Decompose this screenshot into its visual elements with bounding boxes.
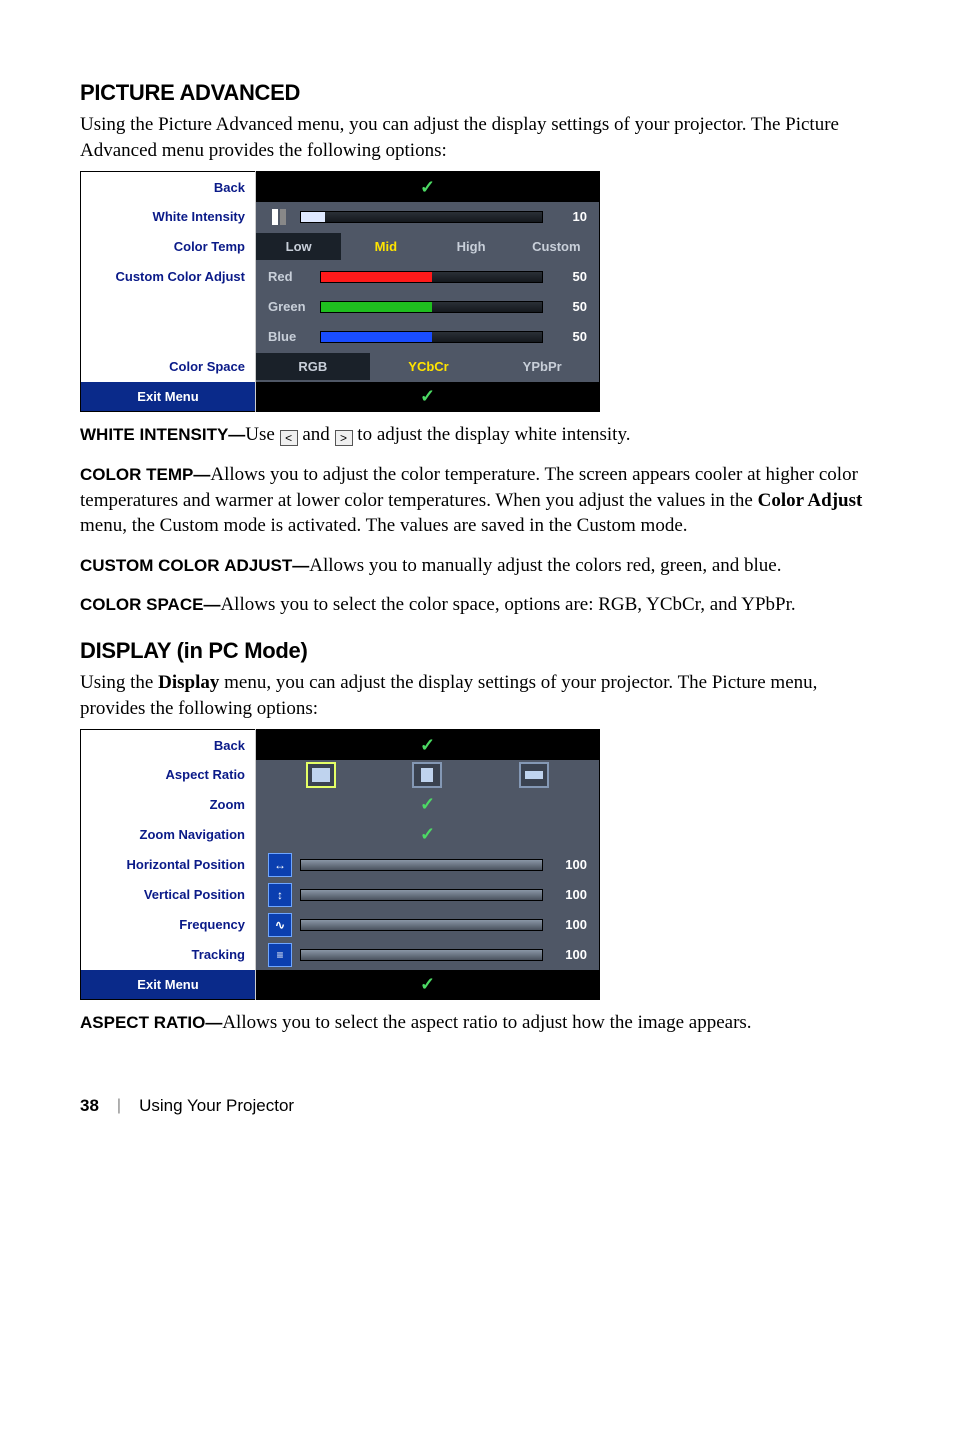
osd-label-back: Back xyxy=(81,730,256,760)
section-title: PICTURE ADVANCED xyxy=(80,80,874,106)
page-footer: 38 | Using Your Projector xyxy=(80,1096,874,1116)
slider-value: 100 xyxy=(551,917,587,932)
slider-icon xyxy=(268,205,292,229)
section-intro: Using the Display menu, you can adjust t… xyxy=(80,670,874,721)
osd-row-cca-green[interactable]: Green 50 xyxy=(81,292,600,322)
osd-row-color-temp[interactable]: Color Temp Low Mid High Custom xyxy=(81,232,600,262)
slider-value: 50 xyxy=(551,299,587,314)
vpos-icon: ↕ xyxy=(268,883,292,907)
osd-label: Color Temp xyxy=(81,232,256,262)
slider-track[interactable] xyxy=(300,919,543,931)
check-icon: ✓ xyxy=(420,794,435,814)
option-low[interactable]: Low xyxy=(256,233,341,260)
aspect-option-2-icon[interactable] xyxy=(412,762,442,788)
para-white-intensity: WHITE INTENSITY—Use < and > to adjust th… xyxy=(80,422,874,448)
slider-track[interactable] xyxy=(320,331,543,343)
slider-value: 10 xyxy=(551,209,587,224)
osd-label: Color Space xyxy=(81,352,256,382)
footer-separator: | xyxy=(117,1097,121,1115)
osd-row-zoom-nav[interactable]: Zoom Navigation ✓ xyxy=(81,820,600,850)
osd-label: Vertical Position xyxy=(81,880,256,910)
osd-picture-advanced: Back ✓ White Intensity 10 Color Temp Low… xyxy=(80,171,600,412)
osd-row-back[interactable]: Back ✓ xyxy=(81,172,600,202)
slider-fill xyxy=(301,212,325,222)
chapter-title: Using Your Projector xyxy=(139,1096,294,1116)
aspect-option-3-icon[interactable] xyxy=(519,762,549,788)
osd-val-back: ✓ xyxy=(256,172,600,202)
slider-track[interactable] xyxy=(320,301,543,313)
osd-label: Horizontal Position xyxy=(81,850,256,880)
slider-track[interactable] xyxy=(300,211,543,223)
hpos-icon: ↔ xyxy=(268,853,292,877)
para-custom-color-adjust: CUSTOM COLOR ADJUST—Allows you to manual… xyxy=(80,553,874,579)
osd-row-white-intensity[interactable]: White Intensity 10 xyxy=(81,202,600,232)
osd-row-tracking[interactable]: Tracking ≡ 100 xyxy=(81,940,600,970)
slider-name-red: Red xyxy=(268,269,312,284)
slider-track[interactable] xyxy=(300,889,543,901)
osd-row-back[interactable]: Back ✓ xyxy=(81,730,600,760)
frequency-icon: ∿ xyxy=(268,913,292,937)
page-number: 38 xyxy=(80,1096,99,1116)
left-arrow-icon: < xyxy=(280,430,298,446)
check-icon: ✓ xyxy=(420,974,435,994)
option-high[interactable]: High xyxy=(429,239,514,254)
osd-row-zoom[interactable]: Zoom ✓ xyxy=(81,790,600,820)
slider-name-green: Green xyxy=(268,299,312,314)
section-intro: Using the Picture Advanced menu, you can… xyxy=(80,112,874,163)
check-icon: ✓ xyxy=(420,824,435,844)
osd-row-aspect-ratio[interactable]: Aspect Ratio xyxy=(81,760,600,790)
osd-row-color-space[interactable]: Color Space RGB YCbCr YPbPr xyxy=(81,352,600,382)
slider-value: 50 xyxy=(551,269,587,284)
osd-row-vpos[interactable]: Vertical Position ↕ 100 xyxy=(81,880,600,910)
slider-name-blue: Blue xyxy=(268,329,312,344)
check-icon: ✓ xyxy=(420,735,435,755)
slider-white-intensity[interactable]: 10 xyxy=(268,205,587,229)
osd-label: Custom Color Adjust xyxy=(81,262,256,292)
para-color-temp: COLOR TEMP—Allows you to adjust the colo… xyxy=(80,462,874,539)
osd-label: Zoom xyxy=(81,790,256,820)
osd-row-frequency[interactable]: Frequency ∿ 100 xyxy=(81,910,600,940)
tracking-icon: ≡ xyxy=(268,943,292,967)
slider-value: 100 xyxy=(551,857,587,872)
osd-label: White Intensity xyxy=(81,202,256,232)
slider-value: 100 xyxy=(551,887,587,902)
osd-row-exit[interactable]: Exit Menu ✓ xyxy=(81,382,600,412)
para-color-space: COLOR SPACE—Allows you to select the col… xyxy=(80,592,874,618)
slider-track[interactable] xyxy=(300,949,543,961)
aspect-option-1-icon[interactable] xyxy=(306,762,336,788)
section-title: DISPLAY (in PC Mode) xyxy=(80,638,874,664)
osd-row-cca-blue[interactable]: Blue 50 xyxy=(81,322,600,352)
option-rgb[interactable]: RGB xyxy=(256,353,370,380)
osd-label: Zoom Navigation xyxy=(81,820,256,850)
option-row[interactable]: Low Mid High Custom xyxy=(256,233,599,260)
slider-value: 50 xyxy=(551,329,587,344)
option-ycbcr[interactable]: YCbCr xyxy=(372,359,486,374)
osd-row-hpos[interactable]: Horizontal Position ↔ 100 xyxy=(81,850,600,880)
right-arrow-icon: > xyxy=(335,430,353,446)
osd-row-exit[interactable]: Exit Menu ✓ xyxy=(81,970,600,1000)
osd-label-back: Back xyxy=(81,172,256,202)
osd-display: Back ✓ Aspect Ratio Zoom ✓ Zoom Navigati… xyxy=(80,729,600,1000)
option-ypbpr[interactable]: YPbPr xyxy=(485,359,599,374)
osd-row-cca-red[interactable]: Custom Color Adjust Red 50 xyxy=(81,262,600,292)
osd-label-exit: Exit Menu xyxy=(81,382,256,412)
osd-label: Aspect Ratio xyxy=(81,760,256,790)
check-icon: ✓ xyxy=(420,386,435,406)
osd-label: Frequency xyxy=(81,910,256,940)
slider-track[interactable] xyxy=(320,271,543,283)
osd-label-exit: Exit Menu xyxy=(81,970,256,1000)
slider-track[interactable] xyxy=(300,859,543,871)
option-mid[interactable]: Mid xyxy=(343,239,428,254)
osd-label: Tracking xyxy=(81,940,256,970)
para-aspect-ratio: ASPECT RATIO—Allows you to select the as… xyxy=(80,1010,874,1036)
check-icon: ✓ xyxy=(420,177,435,197)
slider-value: 100 xyxy=(551,947,587,962)
option-custom[interactable]: Custom xyxy=(514,239,599,254)
